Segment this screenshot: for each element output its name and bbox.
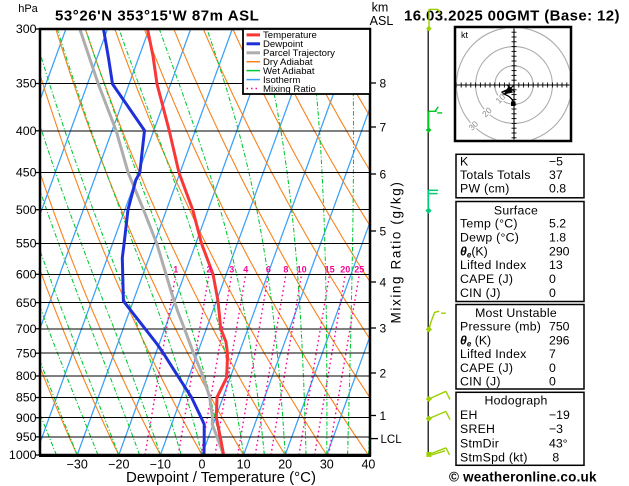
svg-text:Most Unstable: Most Unstable (475, 306, 557, 320)
svg-text:CIN (J): CIN (J) (460, 286, 501, 300)
svg-text:Dry Adiabat: Dry Adiabat (263, 57, 313, 68)
svg-text:4: 4 (243, 265, 248, 275)
svg-text:CAPE (J): CAPE (J) (460, 272, 513, 286)
svg-text:1: 1 (380, 409, 387, 423)
svg-text:15: 15 (325, 265, 335, 275)
svg-text:900: 900 (16, 411, 37, 425)
svg-text:km: km (372, 1, 389, 15)
svg-text:Hodograph: Hodograph (484, 394, 547, 408)
svg-text:950: 950 (16, 430, 37, 444)
svg-text:53°26'N 353°15'W 87m ASL: 53°26'N 353°15'W 87m ASL (55, 8, 259, 25)
svg-text:2: 2 (206, 265, 211, 275)
svg-text:Pressure (mb): Pressure (mb) (460, 320, 541, 334)
svg-text:3: 3 (229, 265, 234, 275)
svg-text:20: 20 (278, 458, 292, 472)
svg-text:hPa: hPa (18, 3, 38, 15)
svg-text:290: 290 (549, 244, 570, 258)
svg-text:−5: −5 (549, 155, 563, 169)
svg-text:Temperature: Temperature (263, 30, 317, 41)
svg-text:37: 37 (549, 168, 563, 182)
svg-text:20: 20 (340, 265, 350, 275)
svg-text:350: 350 (16, 77, 37, 91)
svg-text:0: 0 (549, 272, 556, 286)
svg-text:850: 850 (16, 391, 37, 405)
svg-text:7: 7 (549, 347, 556, 361)
svg-text:Totals Totals: Totals Totals (460, 168, 531, 182)
svg-text:43°: 43° (549, 436, 568, 450)
svg-text:1000: 1000 (9, 448, 37, 462)
svg-text:16.03.2025 00GMT (Base: 12): 16.03.2025 00GMT (Base: 12) (404, 8, 620, 25)
svg-text:500: 500 (16, 203, 37, 217)
svg-text:700: 700 (16, 322, 37, 336)
svg-text:−30: −30 (67, 458, 88, 472)
svg-text:© weatheronline.co.uk: © weatheronline.co.uk (449, 470, 597, 485)
svg-text:10: 10 (237, 458, 251, 472)
svg-text:kt: kt (461, 30, 469, 40)
svg-text:Temp (°C): Temp (°C) (460, 217, 518, 231)
svg-text:750: 750 (549, 320, 570, 334)
svg-text:0: 0 (549, 375, 556, 389)
svg-text:Dewpoint: Dewpoint (263, 39, 303, 50)
svg-text:LCL: LCL (381, 434, 403, 446)
svg-text:Lifted Index: Lifted Index (460, 347, 527, 361)
svg-text:Parcel Trajectory: Parcel Trajectory (263, 48, 335, 59)
svg-text:−10: −10 (150, 458, 171, 472)
svg-text:Dewp (°C): Dewp (°C) (460, 230, 519, 244)
svg-text:750: 750 (16, 346, 37, 360)
svg-text:CIN (J): CIN (J) (460, 375, 501, 389)
svg-text:4: 4 (380, 275, 387, 289)
svg-text:300: 300 (16, 22, 37, 36)
svg-text:Mixing Ratio (g/kg): Mixing Ratio (g/kg) (389, 181, 404, 324)
svg-text:Wet Adiabat: Wet Adiabat (263, 66, 315, 77)
svg-text:296: 296 (549, 333, 570, 347)
svg-text:PW (cm): PW (cm) (460, 182, 510, 196)
svg-text:800: 800 (16, 369, 37, 383)
svg-text:40: 40 (361, 458, 375, 472)
svg-text:8: 8 (549, 451, 559, 465)
svg-text:25: 25 (354, 265, 364, 275)
svg-text:θe (K): θe (K) (460, 333, 491, 348)
svg-text:0: 0 (549, 286, 556, 300)
svg-text:5: 5 (380, 224, 387, 238)
svg-text:3: 3 (380, 321, 387, 335)
svg-text:5.2: 5.2 (549, 217, 566, 231)
svg-text:0.8: 0.8 (549, 182, 566, 196)
svg-text:ASL: ASL (370, 14, 394, 28)
svg-text:10: 10 (297, 265, 307, 275)
svg-text:13: 13 (549, 258, 563, 272)
svg-text:6: 6 (380, 167, 387, 181)
svg-text:Lifted Index: Lifted Index (460, 258, 527, 272)
svg-text:7: 7 (380, 120, 387, 134)
svg-text:1.8: 1.8 (549, 230, 566, 244)
svg-text:600: 600 (16, 268, 37, 282)
svg-text:CAPE (J): CAPE (J) (460, 361, 513, 375)
svg-text:Isotherm: Isotherm (263, 75, 300, 86)
svg-text:30: 30 (320, 458, 334, 472)
svg-text:−20: −20 (108, 458, 129, 472)
svg-text:8: 8 (380, 76, 387, 90)
svg-text:−19: −19 (549, 408, 570, 422)
svg-text:K: K (460, 155, 469, 169)
svg-text:550: 550 (16, 237, 37, 251)
svg-text:Surface: Surface (494, 204, 538, 218)
svg-text:0: 0 (199, 458, 206, 472)
svg-text:1: 1 (173, 265, 178, 275)
svg-text:8: 8 (283, 265, 288, 275)
svg-text:θe(K): θe(K) (460, 244, 488, 259)
svg-text:2: 2 (380, 366, 387, 380)
svg-text:StmDir: StmDir (460, 436, 499, 450)
svg-text:6: 6 (266, 265, 271, 275)
svg-text:400: 400 (16, 124, 37, 138)
svg-text:650: 650 (16, 296, 37, 310)
svg-text:0: 0 (549, 361, 556, 375)
svg-text:EH: EH (460, 408, 478, 422)
svg-text:SREH: SREH (460, 422, 495, 436)
svg-text:Dewpoint / Temperature (°C): Dewpoint / Temperature (°C) (126, 469, 316, 486)
svg-text:StmSpd (kt): StmSpd (kt) (460, 451, 528, 465)
svg-text:450: 450 (16, 166, 37, 180)
svg-text:−3: −3 (549, 422, 563, 436)
svg-text:Mixing Ratio: Mixing Ratio (263, 84, 316, 95)
